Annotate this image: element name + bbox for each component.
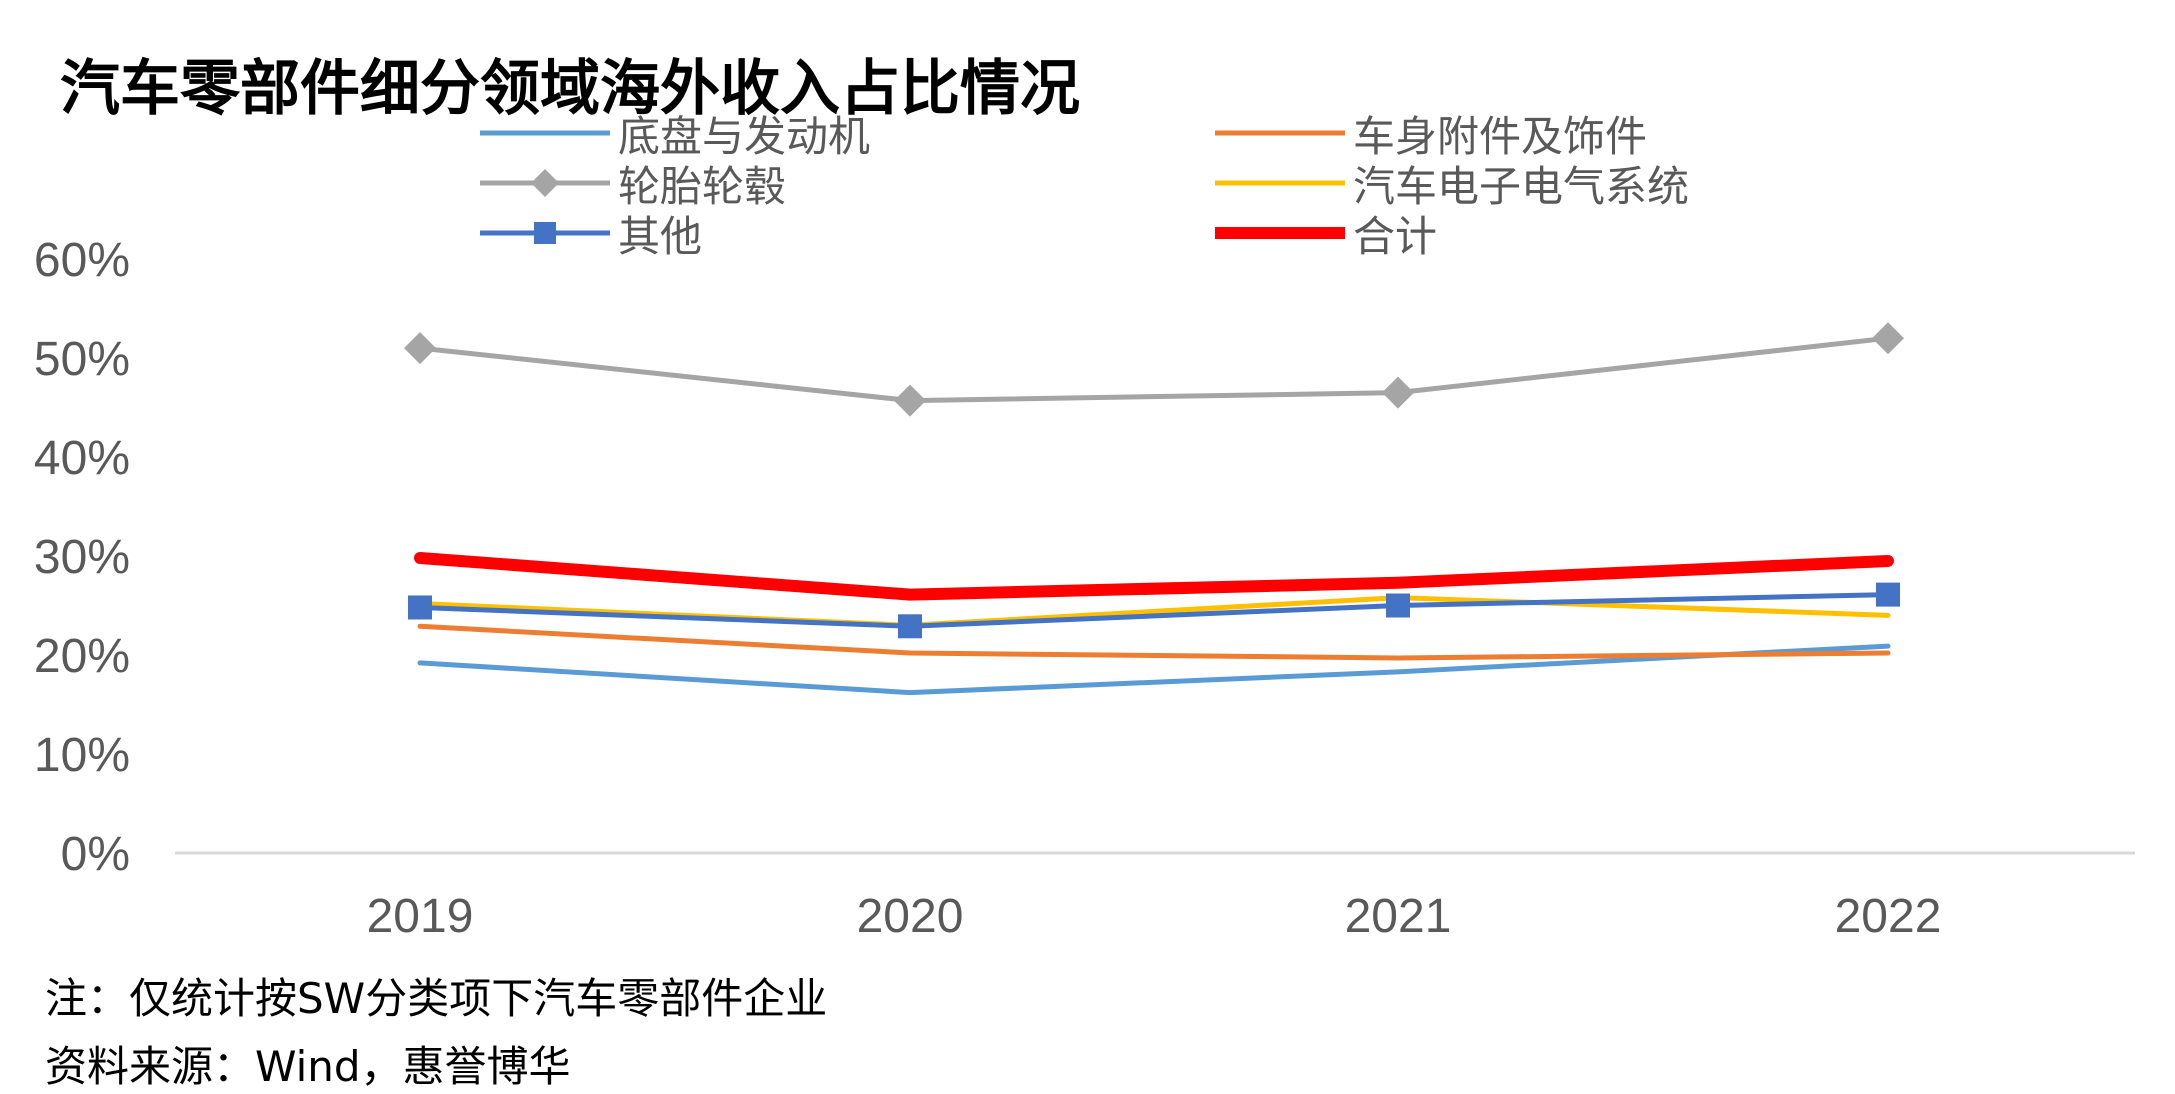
series-line-0 [417,643,1891,696]
legend-label: 车身附件及饰件 [1353,111,1648,161]
x-tick-label: 2022 [1835,890,1942,943]
legend-item: 汽车电子电气系统 [1215,158,1689,211]
y-tick-label: 50% [34,333,130,386]
legend-swatch [480,222,610,244]
chart-title: 汽车零部件细分领域海外收入占比情况 [60,54,1080,124]
legend-label: 汽车电子电气系统 [1353,161,1690,211]
data-point-marker [1876,582,1900,607]
series-line-2 [417,335,1891,404]
legend-item: 车身附件及饰件 [1215,108,1647,161]
legend-label: 合计 [1353,211,1438,261]
legend-swatch [1215,180,1345,186]
data-point-marker [1872,322,1904,355]
x-tick-label: 2020 [857,890,964,943]
series-line-5 [414,551,1894,601]
data-point-marker [894,384,926,417]
data-point-marker [1382,376,1414,409]
legend-label: 轮胎轮毂 [618,161,787,211]
legend-label: 其他 [618,211,703,261]
data-point-marker [898,614,922,639]
data-point-marker [1386,593,1410,618]
legend-label: 底盘与发动机 [618,111,871,161]
series-line-1 [417,623,1891,661]
legend-swatch [1215,130,1345,136]
chart-note: 注：仅统计按SW分类项下汽车零部件企业 [45,974,828,1023]
series-line-4 [417,592,1891,629]
y-tick-label: 60% [34,234,130,287]
y-tick-label: 20% [34,630,130,683]
legend-swatch [1215,227,1345,239]
data-point-marker [404,332,436,365]
legend-item: 合计 [1215,208,1437,261]
y-tick-label: 40% [34,432,130,485]
legend-item: 底盘与发动机 [480,108,870,161]
legend-swatch [480,130,610,136]
x-tick-label: 2021 [1345,890,1452,943]
y-tick-label: 0% [61,828,130,881]
y-tick-label: 10% [34,729,130,782]
legend-swatch [480,169,610,197]
data-point-marker [408,595,432,620]
legend-item: 轮胎轮毂 [480,158,786,211]
chart-source: 资料来源：Wind，惠誉博华 [45,1042,571,1091]
legend-item: 其他 [480,208,702,261]
x-tick-label: 2019 [367,890,474,943]
y-tick-label: 30% [34,531,130,584]
